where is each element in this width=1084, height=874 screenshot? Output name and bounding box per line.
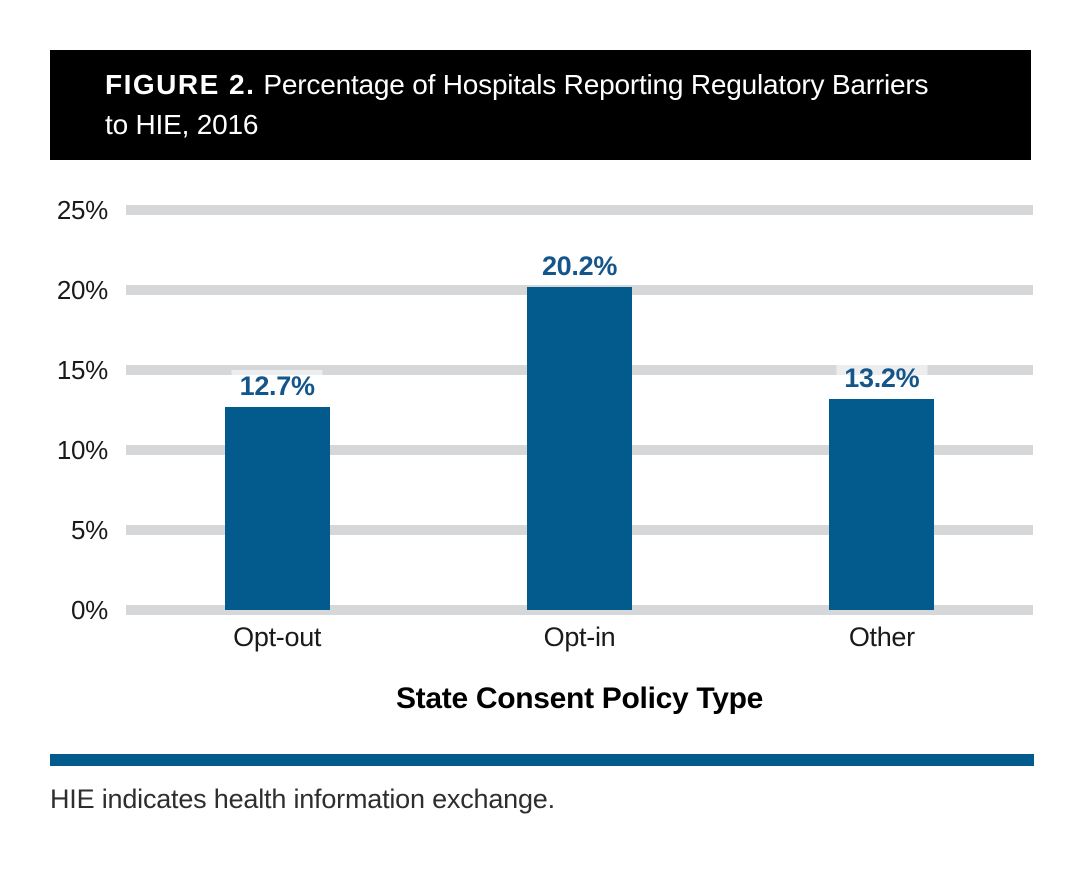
y-axis-tick-label: 5% — [71, 515, 108, 545]
bar-opt-in — [527, 287, 632, 610]
x-axis-title: State Consent Policy Type — [395, 682, 764, 715]
bar-value-label: 20.2% — [533, 250, 626, 284]
y-axis-tick-label: 20% — [56, 275, 108, 305]
y-axis-tick-label: 25% — [56, 195, 108, 225]
x-axis-category-label: Opt-in — [543, 622, 616, 652]
y-axis-tick-label: 10% — [56, 435, 108, 465]
figure-title-line2: to HIE, 2016 — [105, 109, 259, 140]
gridline — [126, 205, 1033, 215]
bar-opt-out — [225, 407, 330, 610]
x-axis-category-label: Other — [848, 622, 915, 652]
y-axis-tick-label: 0% — [71, 595, 108, 625]
bar-other — [829, 399, 934, 610]
footer-divider-rule — [50, 754, 1034, 766]
bar-value-label: 13.2% — [836, 362, 928, 396]
footnote: HIE indicates health information exchang… — [50, 784, 555, 814]
figure-title-line1: FIGURE 2. Percentage of Hospitals Reporti… — [105, 65, 1011, 105]
bar-value-label: 12.7% — [231, 370, 323, 404]
gridline — [126, 605, 1033, 615]
y-axis-tick-label: 15% — [56, 355, 108, 385]
figure-number: FIGURE 2. — [105, 69, 256, 100]
figure-title-band: FIGURE 2. Percentage of Hospitals Reporti… — [50, 50, 1031, 160]
figure-title-text: Percentage of Hospitals Reporting Regula… — [263, 69, 929, 100]
x-axis-category-label: Opt-out — [233, 622, 322, 652]
